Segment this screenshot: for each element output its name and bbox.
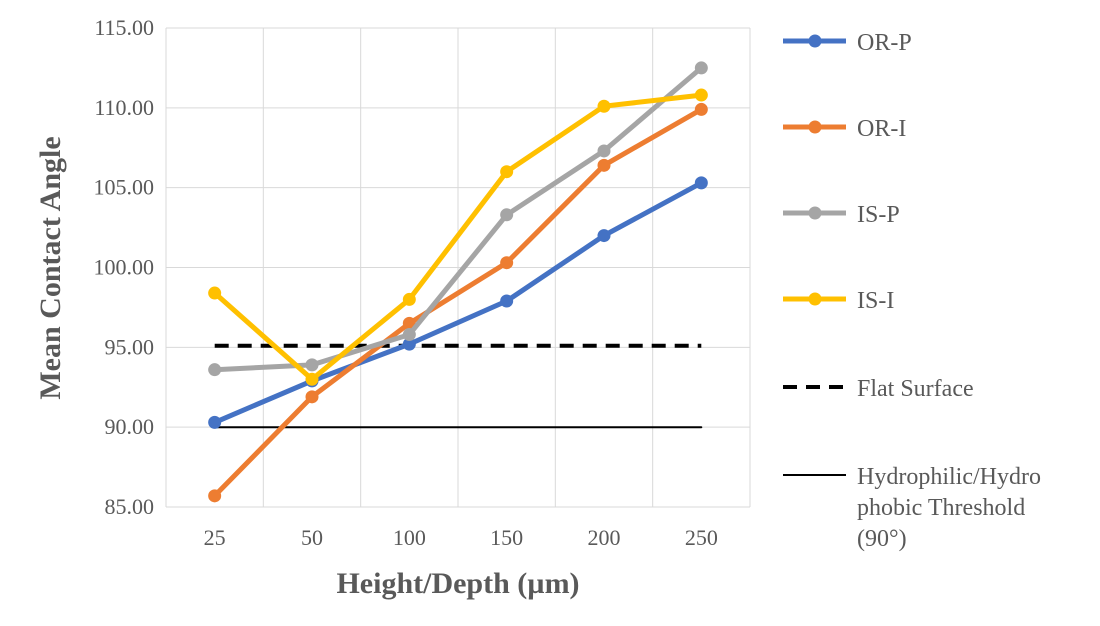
series-line-is-i xyxy=(212,92,704,382)
series-or-p xyxy=(208,176,708,429)
data-point-is-i xyxy=(500,165,514,179)
data-point-is-i xyxy=(208,286,222,300)
data-point-is-i xyxy=(305,372,319,386)
data-point-or-i xyxy=(305,390,319,404)
legend-item-or-i: OR-I xyxy=(783,116,906,142)
legend-item-flat-surface: Flat Surface xyxy=(783,376,974,402)
series-or-i xyxy=(208,102,708,503)
series-line-or-i xyxy=(212,106,704,499)
data-point-is-p xyxy=(694,61,708,75)
data-point-or-i xyxy=(208,489,222,503)
legend-marker-or-p xyxy=(808,34,822,48)
legend-item-hydrophilic-hydrophobic-threshold-90: Hydrophilic/Hydro phobic Threshold (90°) xyxy=(783,464,1041,552)
data-point-is-i xyxy=(597,99,611,113)
data-point-is-p xyxy=(305,358,319,372)
legend-marker-or-i xyxy=(808,120,822,134)
data-point-is-p xyxy=(208,363,222,377)
y-tick-label: 105.00 xyxy=(94,175,155,200)
data-point-or-p xyxy=(402,337,416,351)
x-tick-label: 150 xyxy=(490,525,523,550)
x-tick-label: 25 xyxy=(204,525,226,550)
y-tick-label: 95.00 xyxy=(105,334,155,359)
legend-label: Hydrophilic/Hydro xyxy=(857,464,1041,490)
legend-label: Flat Surface xyxy=(857,376,974,402)
legend-marker-is-p xyxy=(808,206,822,220)
series-is-i xyxy=(208,88,708,386)
data-point-is-p xyxy=(500,208,514,222)
legend-label: (90°) xyxy=(857,526,907,552)
y-axis-title: Mean Contact Angle xyxy=(34,136,67,399)
data-point-is-p xyxy=(402,328,416,342)
x-axis-title: Height/Depth (µm) xyxy=(336,567,579,600)
legend-item-or-p: OR-P xyxy=(783,30,912,56)
x-axis-ticks: 25 50 100 150 200 250 xyxy=(204,525,718,550)
data-point-or-p xyxy=(208,415,222,429)
legend-label: phobic Threshold xyxy=(857,495,1025,521)
series-lines xyxy=(208,61,708,503)
y-axis-ticks: 85.00 90.00 95.00 100.00 105.00 110.00 115.00 xyxy=(94,15,155,519)
data-point-or-p xyxy=(597,229,611,243)
x-tick-label: 50 xyxy=(301,525,323,550)
y-tick-label: 90.00 xyxy=(105,414,155,439)
data-point-or-p xyxy=(500,294,514,308)
data-point-or-p xyxy=(694,176,708,190)
legend-item-is-i: IS-I xyxy=(783,288,894,314)
x-tick-label: 100 xyxy=(393,525,426,550)
y-tick-label: 85.00 xyxy=(105,494,155,519)
legend-label: OR-P xyxy=(857,30,912,56)
data-point-or-i xyxy=(597,158,611,172)
legend-label: OR-I xyxy=(857,116,906,142)
y-tick-label: 110.00 xyxy=(94,95,154,120)
legend-marker-is-i xyxy=(808,292,822,306)
data-point-is-i xyxy=(402,292,416,306)
y-tick-label: 100.00 xyxy=(94,255,155,280)
y-tick-label: 115.00 xyxy=(94,15,154,40)
data-point-or-i xyxy=(694,102,708,116)
legend-label: IS-I xyxy=(857,288,894,314)
data-point-or-i xyxy=(500,256,514,270)
data-point-is-i xyxy=(694,88,708,102)
series-line-or-p xyxy=(212,180,704,425)
x-tick-label: 250 xyxy=(685,525,718,550)
legend-label: IS-P xyxy=(857,202,900,228)
legend-item-is-p: IS-P xyxy=(783,202,900,228)
legend: OR-P OR-I IS-P IS-I Flat Surface Hydrophilic/… xyxy=(783,30,1041,552)
x-tick-label: 200 xyxy=(588,525,621,550)
data-point-is-p xyxy=(597,144,611,158)
